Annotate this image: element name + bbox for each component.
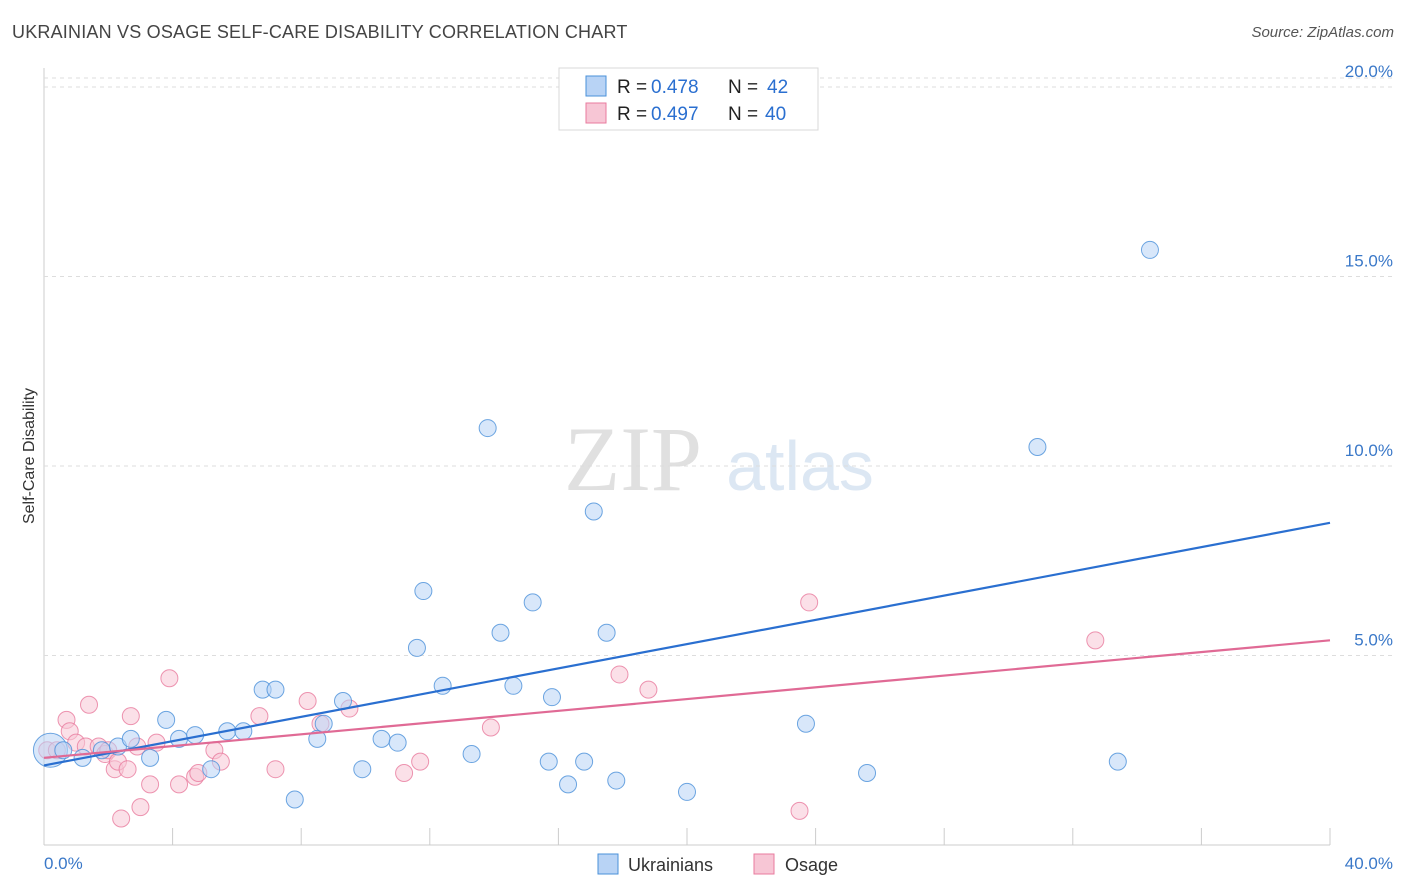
osage-trend-line bbox=[43, 639, 1331, 759]
stats-legend-n-label-ukrainians: N = bbox=[728, 77, 763, 98]
x-tick-label-min: 0.0% bbox=[44, 854, 83, 873]
osage-point bbox=[800, 593, 819, 612]
stats-legend-r-label-ukrainians: R = bbox=[617, 77, 652, 98]
osage-point bbox=[160, 669, 179, 688]
ukrainians-point bbox=[607, 771, 626, 790]
ukrainians-trend-line bbox=[43, 521, 1331, 767]
ukrainians-point bbox=[575, 752, 594, 771]
osage-point bbox=[266, 760, 285, 779]
y-axis-label: Self-Care Disability bbox=[21, 388, 38, 524]
stats-legend-n-value-ukrainians: 42 bbox=[767, 77, 788, 98]
stats-legend-n-value-osage: 40 bbox=[765, 104, 786, 125]
osage-point bbox=[639, 680, 658, 699]
osage-point bbox=[80, 695, 99, 714]
ukrainians-point bbox=[491, 623, 510, 642]
osage-point bbox=[170, 775, 189, 794]
series-legend-swatch-osage[interactable] bbox=[753, 853, 775, 875]
osage-point bbox=[1086, 631, 1105, 650]
osage-point bbox=[118, 760, 137, 779]
y-tick-label: 10.0% bbox=[1345, 441, 1393, 460]
ukrainians-point bbox=[858, 763, 877, 782]
ukrainians-point bbox=[372, 729, 391, 748]
ukrainians-point bbox=[462, 745, 481, 764]
ukrainians-point bbox=[353, 760, 372, 779]
x-tick-label-max: 40.0% bbox=[1345, 854, 1393, 873]
osage-point bbox=[250, 707, 269, 726]
ukrainians-point bbox=[121, 729, 140, 748]
ukrainians-point bbox=[597, 623, 616, 642]
ukrainians-point bbox=[559, 775, 578, 794]
ukrainians-point bbox=[388, 733, 407, 752]
ukrainians-point bbox=[542, 688, 561, 707]
ukrainians-point bbox=[478, 419, 497, 438]
ukrainians-point bbox=[314, 714, 333, 733]
series-legend-label-ukrainians[interactable]: Ukrainians bbox=[628, 855, 713, 875]
gridlines bbox=[44, 77, 1392, 656]
ukrainians-point bbox=[504, 676, 523, 695]
osage-point bbox=[131, 798, 150, 817]
x-ticks bbox=[43, 828, 1331, 845]
stats-legend-swatch-osage bbox=[585, 102, 607, 124]
ukrainians-point bbox=[54, 741, 73, 760]
ukrainians-point bbox=[266, 680, 285, 699]
osage-point bbox=[112, 809, 131, 828]
ukrainians-point bbox=[796, 714, 815, 733]
osage-point bbox=[141, 775, 160, 794]
ukrainians-point bbox=[285, 790, 304, 809]
osage-point bbox=[121, 707, 140, 726]
ukrainians-point bbox=[1108, 752, 1127, 771]
ukrainians-point bbox=[678, 782, 696, 801]
ukrainians-point bbox=[584, 502, 603, 521]
ukrainians-points bbox=[32, 240, 1159, 809]
osage-point bbox=[790, 801, 809, 820]
y-tick-label: 5.0% bbox=[1354, 630, 1393, 649]
watermark-zip: ZIP bbox=[564, 408, 702, 510]
ukrainians-point bbox=[539, 752, 558, 771]
series-legend: Ukrainians Osage bbox=[597, 853, 838, 875]
stats-legend-r-label-osage: R = bbox=[617, 104, 652, 125]
osage-point bbox=[395, 763, 414, 782]
ukrainians-point bbox=[157, 710, 176, 729]
ukrainians-point bbox=[414, 582, 433, 601]
osage-point bbox=[411, 752, 430, 771]
stats-legend-n-label-osage: N = bbox=[728, 104, 763, 125]
stats-legend-r-value-ukrainians: 0.478 bbox=[651, 77, 699, 98]
osage-point bbox=[481, 718, 500, 737]
ukrainians-point bbox=[141, 748, 160, 767]
ukrainians-point bbox=[1028, 438, 1047, 457]
y-tick-label: 20.0% bbox=[1345, 62, 1393, 81]
ukrainians-point bbox=[1140, 240, 1159, 259]
chart-source: Source: ZipAtlas.com bbox=[1251, 24, 1394, 41]
series-legend-swatch-ukrainians[interactable] bbox=[597, 853, 619, 875]
osage-point bbox=[298, 691, 317, 710]
stats-legend: R = 0.478 N = 42 R = 0.497 N = 40 bbox=[558, 67, 819, 131]
stats-legend-swatch-ukrainians bbox=[585, 75, 607, 97]
ukrainians-point bbox=[407, 638, 426, 657]
chart-title: UKRAINIAN VS OSAGE SELF-CARE DISABILITY … bbox=[12, 22, 628, 42]
series-legend-label-osage[interactable]: Osage bbox=[785, 855, 838, 875]
ukrainians-point bbox=[523, 593, 542, 612]
y-tick-label: 15.0% bbox=[1345, 251, 1393, 270]
ukrainians-point bbox=[308, 729, 327, 748]
y-tick-labels: 5.0% 10.0% 15.0% 20.0% bbox=[1345, 62, 1393, 650]
stats-legend-r-value-osage: 0.497 bbox=[651, 104, 699, 125]
ukrainians-point bbox=[234, 722, 253, 741]
osage-point bbox=[610, 665, 629, 684]
ukrainians-point bbox=[202, 760, 221, 779]
trend-lines bbox=[43, 521, 1331, 767]
